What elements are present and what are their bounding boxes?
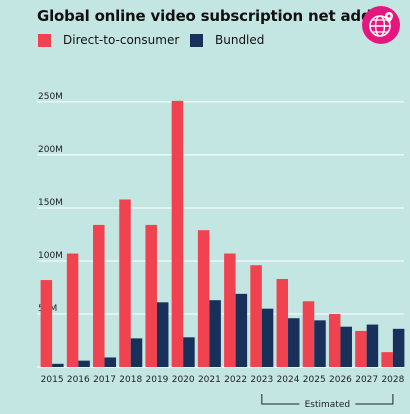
legend-swatch-bundled [190,33,203,47]
chart-title: Global online video subscription net add… [37,7,381,25]
bar-bundled [104,357,117,367]
x-tick-label: 2023 [250,375,273,385]
legend-label-bundled: Bundled [215,33,265,47]
bar-direct [381,352,393,367]
bar-direct [145,224,157,367]
bar-bundled [340,326,352,367]
bar-bundled [183,337,195,367]
bar-bundled [235,293,248,367]
globe-pin-icon [362,6,400,44]
bar-bundled [392,328,405,367]
x-tick-label: 2028 [381,375,404,385]
y-tick-label: 150M [38,198,63,208]
x-tick-label: 2025 [303,375,326,385]
bar-bundled [78,360,90,367]
x-tick-label: 2015 [41,375,64,385]
legend-label-direct: Direct-to-consumer [63,33,180,47]
bar-direct [302,301,315,367]
bar-bundled [261,308,274,367]
bar-bundled [314,320,326,367]
estimated-label: Estimated [305,400,350,410]
bar-bundled [130,338,143,367]
bar-bundled [209,300,221,367]
bar-bundled [366,324,379,367]
bar-direct [250,265,262,367]
bar-direct [276,278,289,367]
bar-direct [93,224,105,367]
bar-direct [355,330,367,367]
x-tick-label: 2018 [119,375,142,385]
bar-direct [171,100,184,368]
x-tick-label: 2016 [67,375,90,385]
x-tick-label: 2022 [224,375,247,385]
bar-bundled [52,363,64,367]
bar-bundled [288,318,300,367]
bar-bundled [156,302,169,367]
legend-swatch-direct [38,33,51,47]
bar-direct [197,230,210,367]
x-tick-label: 2027 [355,375,378,385]
y-tick-label: 200M [38,145,63,155]
x-tick-label: 2024 [277,375,300,385]
bar-direct [119,199,131,367]
x-tick-label: 2026 [329,375,352,385]
y-tick-label: 100M [38,251,63,261]
bar-direct [66,253,79,367]
x-tick-label: 2020 [172,375,195,385]
x-tick-label: 2021 [198,375,221,385]
bar-direct [224,253,236,367]
bar-direct [40,280,53,367]
bar-direct [328,313,341,367]
y-tick-label: 250M [38,92,63,102]
x-tick-label: 2017 [93,375,116,385]
x-tick-label: 2019 [146,375,169,385]
legend-item-direct: Direct-to-consumer [38,33,179,47]
estimated-label-bg [299,398,356,410]
legend-item-bundled: Bundled [190,33,264,47]
